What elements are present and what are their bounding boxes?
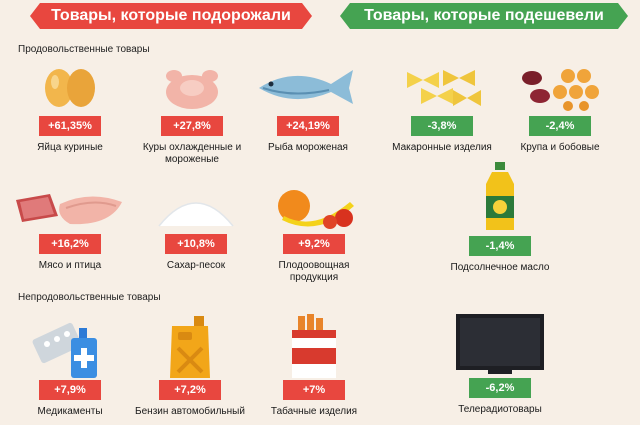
item-meat: +16,2% Мясо и птица xyxy=(10,186,130,272)
item-label: Рыба мороженая xyxy=(268,142,348,153)
pills-icon xyxy=(32,322,97,378)
sugar-icon xyxy=(158,202,234,227)
item-label: Куры охлажденные и мороженые xyxy=(142,142,242,165)
price-change-badge: +27,8% xyxy=(161,116,223,136)
pasta-icon xyxy=(407,70,481,106)
item-fish: +24,19% Рыба мороженая xyxy=(248,62,368,154)
item-medicine: +7,9% Медикаменты xyxy=(10,314,130,418)
price-change-badge: +61,35% xyxy=(39,116,101,136)
nonfood-section-title: Непродовольственные товары xyxy=(18,292,161,303)
item-label: Макаронные изделия xyxy=(392,142,492,153)
cigarettes-icon xyxy=(292,314,336,378)
price-change-badge: +24,19% xyxy=(277,116,339,136)
item-eggs: +61,35% Яйца куриные xyxy=(10,62,130,154)
item-label: Сахар-песок xyxy=(166,260,226,271)
beans-icon xyxy=(522,69,599,111)
price-change-badge: +7,2% xyxy=(159,380,221,400)
price-change-badge: -1,4% xyxy=(469,236,531,256)
price-change-badge: +16,2% xyxy=(39,234,101,254)
fish-icon xyxy=(259,70,353,104)
item-label: Табачные изделия xyxy=(270,406,358,417)
chicken-icon xyxy=(166,70,218,109)
item-label: Яйца куриные xyxy=(37,142,103,153)
item-label: Плодоовощная продукция xyxy=(278,260,350,283)
item-label: Телерадиотовары xyxy=(458,404,542,415)
item-label: Мясо и птица xyxy=(38,260,102,271)
falling-prices-banner: Товары, которые подешевели xyxy=(340,3,628,29)
item-tobacco: +7% Табачные изделия xyxy=(254,314,374,418)
item-label: Подсолнечное масло xyxy=(450,262,550,273)
meat-icon xyxy=(16,194,122,225)
item-pasta: -3,8% Макаронные изделия xyxy=(382,62,502,154)
price-change-badge: +7% xyxy=(283,380,345,400)
price-change-badge: -3,8% xyxy=(411,116,473,136)
item-label: Медикаменты xyxy=(37,406,103,417)
jerrycan-icon xyxy=(170,316,210,378)
price-change-badge: +7,9% xyxy=(39,380,101,400)
rising-prices-title: Товары, которые подорожали xyxy=(51,7,291,24)
item-produce: +9,2% Плодоовощная продукция xyxy=(254,186,374,284)
item-label: Бензин автомобильный xyxy=(135,406,245,417)
rising-prices-banner: Товары, которые подорожали xyxy=(30,3,312,29)
price-change-badge: +10,8% xyxy=(165,234,227,254)
item-label: Крупа и бобовые xyxy=(520,142,600,153)
eggs-icon xyxy=(45,69,95,107)
item-sugar: +10,8% Сахар-песок xyxy=(136,186,256,272)
item-chicken: +27,8% Куры охлажденные и мороженые xyxy=(132,62,252,166)
tv-icon xyxy=(456,314,544,374)
price-change-badge: -6,2% xyxy=(469,378,531,398)
oil-bottle-icon xyxy=(486,162,514,230)
item-tv: -6,2% Телерадиотовары xyxy=(440,312,560,416)
item-grain: -2,4% Крупа и бобовые xyxy=(500,62,620,154)
price-change-badge: -2,4% xyxy=(529,116,591,136)
price-change-badge: +9,2% xyxy=(283,234,345,254)
item-gasoline: +7,2% Бензин автомобильный xyxy=(130,314,250,418)
falling-prices-title: Товары, которые подешевели xyxy=(364,7,604,24)
item-oil: -1,4% Подсолнечное масло xyxy=(440,160,560,274)
food-section-title: Продовольственные товары xyxy=(18,44,150,55)
fruit-icon xyxy=(278,190,354,229)
